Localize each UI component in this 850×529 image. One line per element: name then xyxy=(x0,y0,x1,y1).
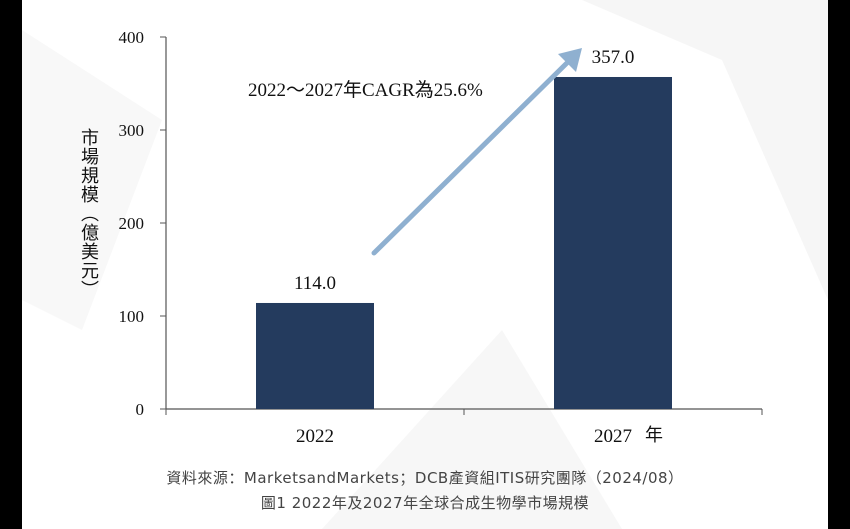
cagr-annotation: 2022～2027年CAGR為25.6% xyxy=(248,48,582,256)
x-axis-unit-label: 年 xyxy=(645,425,663,446)
x-tick-label-2027: 2027 xyxy=(594,426,632,447)
figure-frame: 0 100 200 300 400 114.0 2022 357.0 2027 2022～20… xyxy=(22,0,828,529)
bar-chart: 0 100 200 300 400 114.0 2022 357.0 2027 2022～20… xyxy=(119,28,763,447)
cagr-arrow-line xyxy=(371,55,575,256)
bar-2022 xyxy=(256,302,374,409)
y-axis-ticks: 0 100 200 300 400 xyxy=(119,28,166,419)
figure-caption: 圖1 2022年及2027年全球合成生物學市場規模 xyxy=(260,494,590,512)
y-axis-label: 市場規模（億美元） xyxy=(78,128,99,299)
data-label-2027: 357.0 xyxy=(592,47,635,68)
chart-labels: 114.0 2022 357.0 2027 xyxy=(294,47,634,447)
data-label-2022: 114.0 xyxy=(294,273,336,294)
source-note: 資料來源：MarketsandMarkets；DCB產資組ITIS研究團隊（20… xyxy=(166,469,684,487)
bar-2027 xyxy=(554,76,672,410)
chart-bars xyxy=(256,76,672,410)
cagr-annotation-text: 2022～2027年CAGR為25.6% xyxy=(248,79,483,101)
x-tick-label-2022: 2022 xyxy=(296,426,334,447)
y-tick-label: 400 xyxy=(119,28,145,47)
cagr-arrow-head xyxy=(558,48,582,72)
y-tick-label: 200 xyxy=(119,214,145,233)
y-tick-label: 0 xyxy=(136,400,145,419)
background-decoration xyxy=(22,0,828,529)
y-tick-label: 100 xyxy=(119,307,145,326)
y-tick-label: 300 xyxy=(119,121,145,140)
